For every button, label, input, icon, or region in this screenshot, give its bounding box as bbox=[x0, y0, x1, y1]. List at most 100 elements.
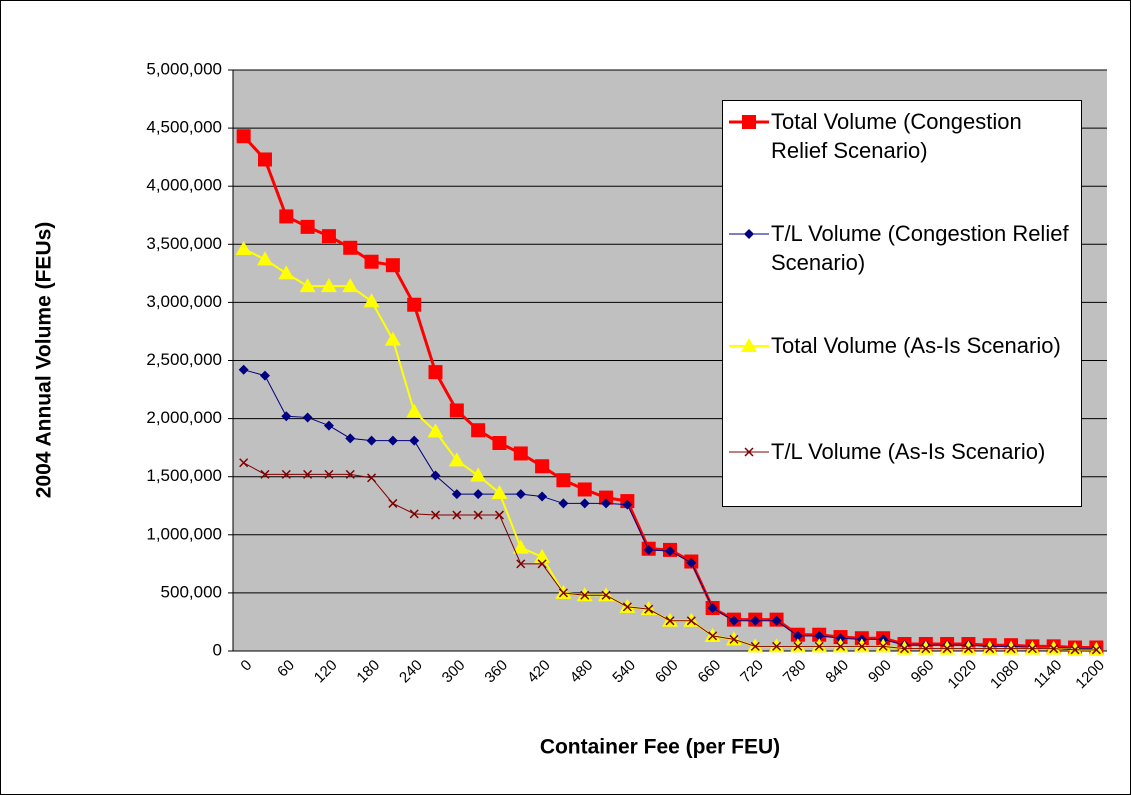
marker bbox=[235, 240, 252, 255]
marker bbox=[728, 615, 739, 626]
marker bbox=[963, 644, 973, 654]
marker bbox=[643, 544, 654, 555]
marker bbox=[1027, 644, 1037, 654]
marker bbox=[535, 459, 550, 474]
y-tick-label: 1,000,000 bbox=[146, 524, 222, 543]
marker bbox=[601, 590, 611, 600]
marker bbox=[452, 510, 462, 520]
legend-label: T/L Volume (Congestion Relief Scenario) bbox=[771, 221, 1069, 275]
marker bbox=[430, 470, 441, 481]
marker bbox=[558, 498, 569, 509]
marker bbox=[256, 251, 273, 266]
marker bbox=[665, 616, 675, 626]
marker bbox=[708, 631, 718, 641]
marker bbox=[299, 278, 316, 293]
y-tick-label: 4,000,000 bbox=[146, 176, 222, 195]
y-tick-label: 3,500,000 bbox=[146, 234, 222, 253]
marker bbox=[742, 115, 756, 129]
marker bbox=[772, 641, 782, 651]
marker bbox=[792, 630, 803, 641]
marker bbox=[470, 467, 487, 482]
marker bbox=[279, 209, 294, 224]
marker bbox=[384, 331, 401, 346]
marker bbox=[857, 641, 867, 651]
marker bbox=[835, 633, 846, 644]
legend-label: Total Volume (Congestion Relief Scenario… bbox=[771, 109, 1022, 163]
legend-swatch bbox=[729, 338, 769, 352]
marker bbox=[741, 338, 757, 352]
marker bbox=[744, 447, 754, 457]
marker bbox=[363, 293, 380, 308]
marker bbox=[814, 630, 825, 641]
legend-swatch bbox=[729, 115, 769, 129]
marker bbox=[494, 510, 504, 520]
marker bbox=[491, 484, 508, 499]
marker bbox=[324, 469, 334, 479]
y-tick-label: 2,000,000 bbox=[146, 408, 222, 427]
marker bbox=[473, 489, 484, 500]
marker bbox=[238, 364, 249, 375]
marker bbox=[836, 641, 846, 651]
marker bbox=[239, 458, 249, 468]
x-axis-label: Container Fee (per FEU) bbox=[540, 736, 780, 759]
marker bbox=[492, 436, 507, 451]
marker bbox=[921, 644, 931, 654]
marker bbox=[448, 452, 465, 467]
marker bbox=[1049, 644, 1059, 654]
marker bbox=[771, 615, 782, 626]
y-tick-label: 1,500,000 bbox=[146, 466, 222, 485]
marker bbox=[430, 510, 441, 520]
marker bbox=[278, 265, 295, 280]
legend-entry: T/L Volume (As-Is Scenario) bbox=[727, 437, 1071, 466]
marker bbox=[300, 219, 315, 234]
marker bbox=[516, 559, 526, 569]
marker bbox=[686, 616, 696, 626]
marker bbox=[580, 590, 590, 600]
marker bbox=[407, 297, 422, 312]
marker bbox=[303, 469, 313, 479]
marker bbox=[729, 634, 739, 644]
marker bbox=[366, 435, 377, 446]
marker bbox=[385, 258, 400, 273]
marker bbox=[537, 491, 548, 502]
marker bbox=[364, 254, 379, 269]
marker bbox=[236, 129, 251, 144]
marker bbox=[320, 278, 337, 293]
marker bbox=[471, 423, 486, 438]
marker bbox=[599, 490, 614, 505]
y-tick-label: 3,000,000 bbox=[146, 292, 222, 311]
legend-entry: T/L Volume (Congestion Relief Scenario) bbox=[727, 219, 1071, 277]
legend-swatch bbox=[729, 229, 769, 239]
marker bbox=[750, 641, 760, 651]
marker bbox=[302, 412, 313, 423]
marker bbox=[281, 469, 291, 479]
marker bbox=[1070, 645, 1080, 655]
legend: Total Volume (Congestion Relief Scenario… bbox=[722, 100, 1082, 507]
marker bbox=[707, 603, 718, 614]
marker bbox=[793, 641, 803, 651]
marker bbox=[451, 489, 462, 500]
marker bbox=[942, 644, 952, 654]
marker bbox=[345, 433, 356, 444]
legend-entry: Total Volume (As-Is Scenario) bbox=[727, 331, 1071, 360]
marker bbox=[427, 423, 444, 438]
y-axis-label: 2004 Annual Volume (FEUs) bbox=[33, 222, 56, 499]
legend-label: Total Volume (As-Is Scenario) bbox=[771, 333, 1061, 358]
marker bbox=[260, 469, 270, 479]
marker bbox=[259, 370, 270, 381]
marker bbox=[512, 539, 529, 554]
marker bbox=[558, 588, 568, 598]
marker bbox=[515, 489, 526, 500]
marker bbox=[428, 365, 443, 380]
marker bbox=[449, 403, 464, 418]
y-tick-label: 2,500,000 bbox=[146, 350, 222, 369]
marker bbox=[409, 435, 420, 446]
marker bbox=[345, 469, 355, 479]
marker bbox=[537, 559, 547, 569]
marker bbox=[601, 498, 612, 509]
marker bbox=[577, 482, 592, 497]
marker bbox=[1091, 645, 1101, 655]
marker bbox=[686, 557, 697, 568]
marker bbox=[342, 278, 359, 293]
